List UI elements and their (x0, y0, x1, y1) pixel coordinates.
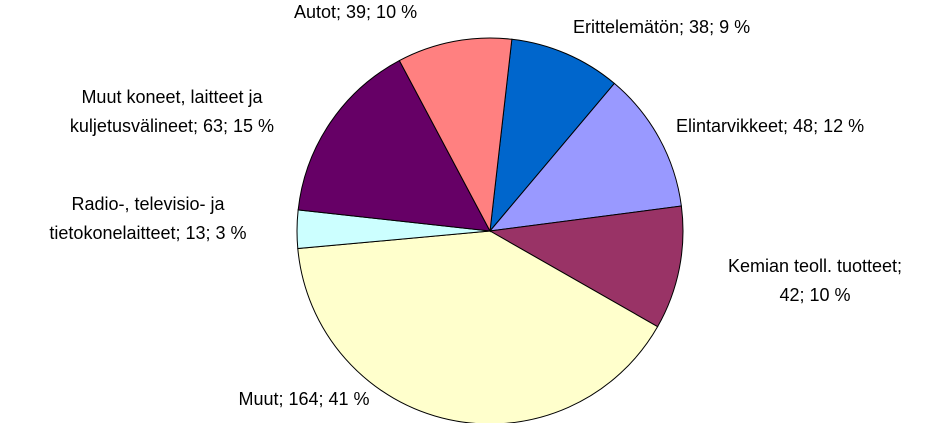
data-label: Muut koneet, laitteet ja (81, 87, 263, 107)
data-label: Radio-, televisio- ja (71, 194, 225, 214)
data-label: Autot; 39; 10 % (294, 2, 417, 22)
data-label: Elintarvikkeet; 48; 12 % (676, 116, 864, 136)
pie-slice (488, 205, 684, 328)
pie-slice (297, 59, 491, 232)
pie-slice (398, 37, 513, 233)
data-label: 42; 10 % (779, 285, 850, 305)
pie-slice (488, 82, 682, 232)
data-label: Kemian teoll. tuotteet; (728, 256, 902, 276)
pie-slice (489, 38, 616, 233)
data-label: kuljetusvälineet; 63; 15 % (70, 116, 274, 136)
pie-slice (297, 230, 659, 423)
data-label: Erittelemätön; 38; 9 % (573, 17, 750, 37)
data-label: tietokonelaitteet; 13; 3 % (49, 223, 246, 243)
data-label: Muut; 164; 41 % (238, 389, 369, 409)
